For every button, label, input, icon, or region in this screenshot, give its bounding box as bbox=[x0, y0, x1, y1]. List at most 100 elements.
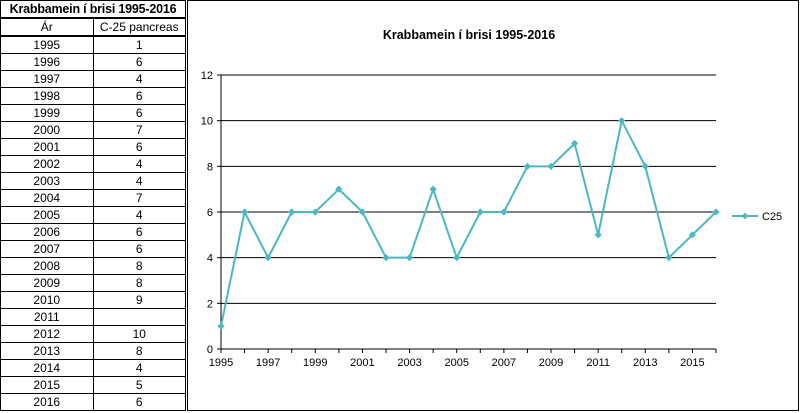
table-row: 1995 1 bbox=[0, 35, 186, 54]
year-cell[interactable]: 2012 bbox=[0, 325, 94, 343]
x-tick-label: 1995 bbox=[209, 357, 233, 369]
x-tick-label: 1997 bbox=[256, 357, 280, 369]
value-cell[interactable]: 6 bbox=[92, 104, 186, 122]
table-row: 1998 6 bbox=[0, 87, 186, 105]
y-tick-label: 2 bbox=[207, 298, 213, 310]
year-cell[interactable]: 2011 bbox=[0, 308, 94, 326]
x-tick-label: 2009 bbox=[539, 357, 563, 369]
x-tick-label: 2011 bbox=[586, 357, 610, 369]
value-cell[interactable]: 6 bbox=[92, 87, 186, 105]
value-cell[interactable]: 8 bbox=[92, 274, 186, 292]
table-row: 2007 6 bbox=[0, 240, 186, 258]
year-cell[interactable]: 2007 bbox=[0, 240, 94, 258]
value-cell[interactable]: 4 bbox=[92, 206, 186, 224]
year-cell[interactable]: 2010 bbox=[0, 291, 94, 309]
data-point[interactable] bbox=[476, 208, 484, 216]
x-tick-label: 2005 bbox=[444, 357, 468, 369]
year-cell[interactable]: 2009 bbox=[0, 274, 94, 292]
value-cell[interactable]: 4 bbox=[92, 70, 186, 88]
year-cell[interactable]: 2001 bbox=[0, 138, 94, 156]
data-point[interactable] bbox=[240, 208, 249, 216]
data-point[interactable] bbox=[665, 254, 673, 262]
year-cell[interactable]: 2014 bbox=[0, 359, 94, 377]
table-body: Krabbamein í brisi 1995-2016 Ár C-25 pan… bbox=[0, 0, 186, 411]
value-cell[interactable]: 6 bbox=[92, 138, 186, 156]
year-cell[interactable]: 1995 bbox=[0, 35, 94, 54]
year-cell[interactable]: 2016 bbox=[0, 393, 94, 411]
x-tick-label: 2013 bbox=[633, 357, 657, 369]
x-tick-label: 2007 bbox=[492, 357, 516, 369]
data-point[interactable] bbox=[382, 254, 390, 262]
value-cell[interactable]: 8 bbox=[92, 342, 186, 360]
table-row: 1997 4 bbox=[0, 70, 186, 88]
data-point[interactable] bbox=[453, 254, 461, 262]
value-cell[interactable]: 6 bbox=[92, 393, 186, 411]
data-point[interactable] bbox=[712, 208, 720, 216]
header-value-cell[interactable]: C-25 pancreas bbox=[92, 17, 186, 37]
year-cell[interactable]: 2008 bbox=[0, 257, 94, 275]
value-cell[interactable]: 6 bbox=[92, 240, 186, 258]
data-point[interactable] bbox=[688, 231, 697, 239]
data-point[interactable] bbox=[547, 162, 555, 170]
year-cell[interactable]: 2002 bbox=[0, 155, 94, 173]
chart-title: Krabbamein í brisi 1995-2016 bbox=[383, 28, 555, 42]
table-row: 2014 4 bbox=[0, 359, 186, 377]
value-cell[interactable]: 6 bbox=[92, 53, 186, 71]
data-point[interactable] bbox=[311, 208, 319, 216]
x-axis-ticks: 1995 1997 1999 2001 2003 2005 2007 2009 2011 2013… bbox=[209, 349, 717, 369]
table-row: 2008 8 bbox=[0, 257, 186, 275]
year-cell[interactable]: 2005 bbox=[0, 206, 94, 224]
data-point[interactable] bbox=[618, 117, 626, 125]
value-cell[interactable]: 5 bbox=[92, 376, 186, 394]
year-cell[interactable]: 2015 bbox=[0, 376, 94, 394]
data-point[interactable] bbox=[500, 208, 508, 216]
year-cell[interactable]: 2006 bbox=[0, 223, 94, 241]
data-point[interactable] bbox=[288, 208, 296, 216]
y-tick-label: 0 bbox=[207, 344, 213, 356]
year-cell[interactable]: 2004 bbox=[0, 189, 94, 207]
y-tick-label: 10 bbox=[201, 116, 213, 128]
year-cell[interactable]: 1999 bbox=[0, 104, 94, 122]
data-point[interactable] bbox=[641, 162, 649, 170]
legend-label[interactable]: C25 bbox=[762, 211, 782, 223]
year-cell[interactable]: 1997 bbox=[0, 70, 94, 88]
value-cell[interactable]: 10 bbox=[92, 325, 186, 343]
data-point[interactable] bbox=[429, 185, 437, 193]
table-row: 2001 6 bbox=[0, 138, 186, 156]
data-point[interactable] bbox=[264, 254, 272, 262]
table-row: 2012 10 bbox=[0, 325, 186, 343]
value-cell[interactable]: 6 bbox=[92, 223, 186, 241]
table-row: 1996 6 bbox=[0, 53, 186, 71]
year-cell[interactable]: 1998 bbox=[0, 87, 94, 105]
y-tick-label: 4 bbox=[207, 253, 213, 265]
header-year-cell[interactable]: Ár bbox=[0, 17, 94, 37]
data-point[interactable] bbox=[217, 322, 225, 330]
table-row: 2003 4 bbox=[0, 172, 186, 190]
value-cell[interactable]: 1 bbox=[92, 35, 186, 54]
table-title[interactable]: Krabbamein í brisi 1995-2016 bbox=[0, 0, 186, 19]
y-axis-ticks: 0 2 4 6 8 10 12 bbox=[201, 70, 221, 356]
value-cell[interactable]: 7 bbox=[92, 189, 186, 207]
table-title-row: Krabbamein í brisi 1995-2016 bbox=[0, 0, 186, 19]
table-row: 2016 6 bbox=[0, 393, 186, 411]
value-cell[interactable] bbox=[92, 308, 186, 326]
table-row: 2005 4 bbox=[0, 206, 186, 224]
chart-area[interactable]: Krabbamein í brisi 1995-2016 0 2 4 6 8 10 12 1… bbox=[187, 0, 799, 411]
x-tick-label: 2003 bbox=[397, 357, 421, 369]
value-cell[interactable]: 4 bbox=[92, 155, 186, 173]
year-cell[interactable]: 2003 bbox=[0, 172, 94, 190]
year-cell[interactable]: 2013 bbox=[0, 342, 94, 360]
value-cell[interactable]: 7 bbox=[92, 121, 186, 139]
value-cell[interactable]: 4 bbox=[92, 172, 186, 190]
x-tick-label: 2015 bbox=[680, 357, 704, 369]
data-point[interactable] bbox=[594, 231, 602, 239]
value-cell[interactable]: 4 bbox=[92, 359, 186, 377]
data-point[interactable] bbox=[405, 254, 414, 262]
value-cell[interactable]: 9 bbox=[92, 291, 186, 309]
data-point[interactable] bbox=[523, 162, 532, 170]
year-cell[interactable]: 1996 bbox=[0, 53, 94, 71]
year-cell[interactable]: 2000 bbox=[0, 121, 94, 139]
data-point[interactable] bbox=[570, 139, 579, 148]
value-cell[interactable]: 8 bbox=[92, 257, 186, 275]
series-layer bbox=[217, 117, 720, 330]
